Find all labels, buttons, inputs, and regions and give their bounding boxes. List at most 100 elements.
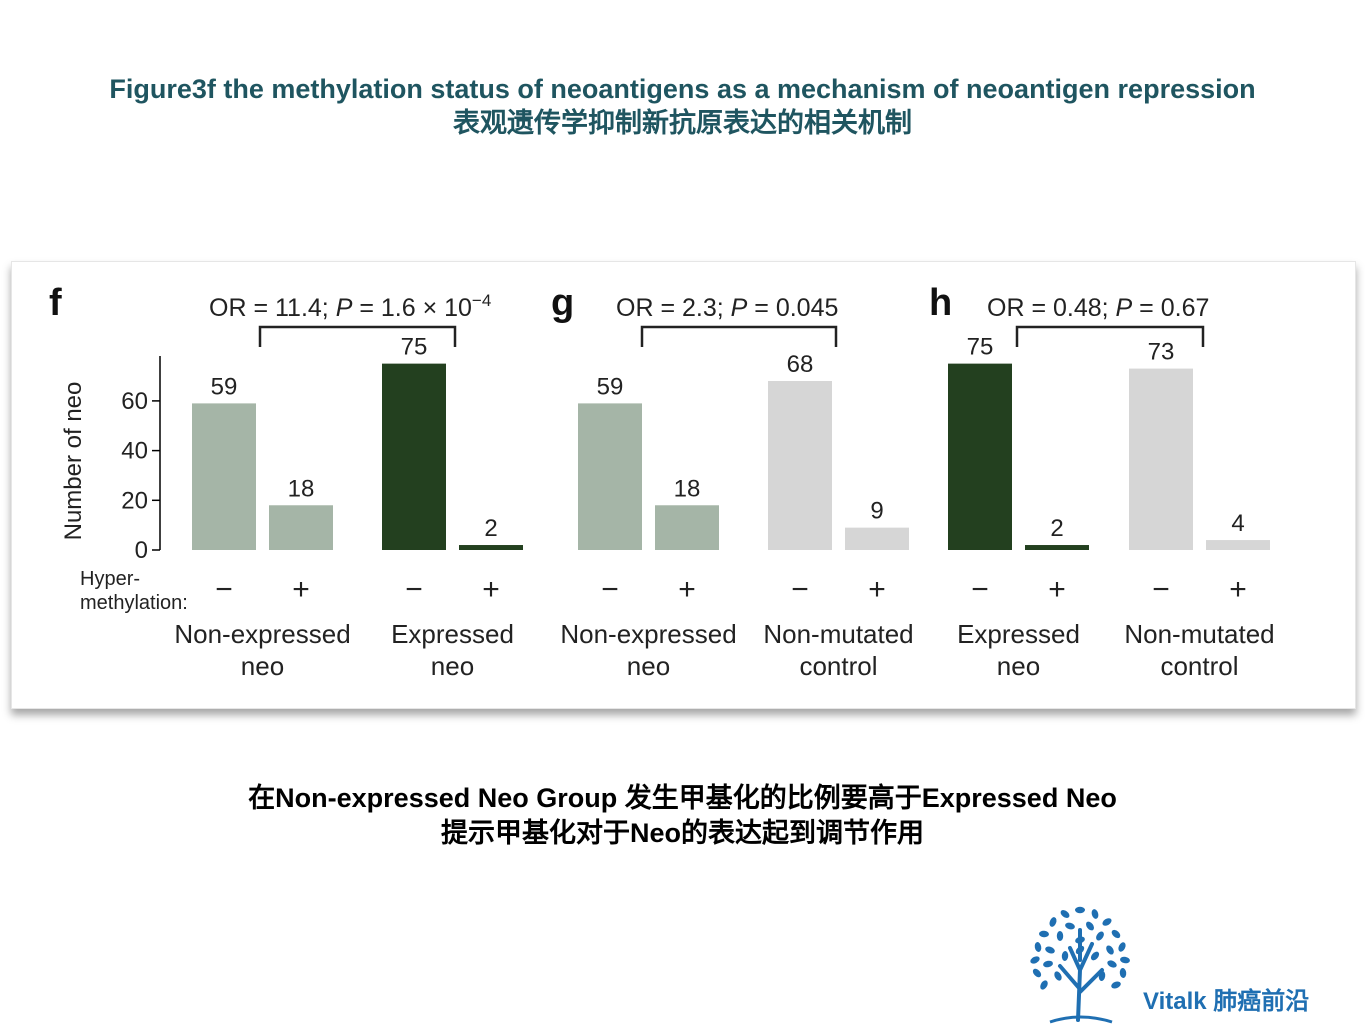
y-tick-label: 0 — [135, 537, 148, 564]
panel-letter-h: h — [929, 282, 952, 324]
tree-ground — [1049, 1015, 1113, 1024]
leaf — [1040, 980, 1048, 990]
group-label-line2: control — [799, 651, 877, 681]
leaf — [1111, 929, 1121, 939]
stat-text-part: OR = 11.4; — [209, 294, 336, 322]
bar-value-label: 75 — [967, 334, 994, 361]
bar — [1206, 540, 1270, 550]
bar — [655, 505, 719, 550]
methylation-sign: + — [482, 573, 500, 606]
bar — [1025, 545, 1089, 550]
bar-value-label: 9 — [870, 498, 883, 525]
bar-value-label: 75 — [401, 334, 428, 361]
bar-value-label: 18 — [288, 475, 315, 502]
leaf — [1091, 909, 1099, 919]
leaf — [1030, 956, 1040, 964]
group-label-line2: neo — [627, 651, 670, 681]
leaf — [1061, 951, 1069, 961]
group-label-line2: neo — [241, 651, 284, 681]
bar-value-label: 68 — [787, 351, 814, 378]
methylation-sign: + — [678, 573, 696, 606]
group-label-line1: Non-expressed — [174, 619, 350, 649]
stat-text-part: OR = 0.48; — [987, 294, 1116, 322]
bar-value-label: 59 — [211, 373, 238, 400]
leaf — [1086, 921, 1094, 931]
leaf — [1032, 968, 1042, 978]
leaf — [1043, 960, 1053, 968]
methylation-sign: − — [791, 573, 809, 606]
stat-text-part: OR = 2.3; — [616, 294, 731, 322]
leaf — [1107, 960, 1117, 968]
stat-exponent: −4 — [472, 291, 491, 310]
stat-text-part: = 1.6 × 10 — [352, 294, 472, 322]
group-label-line1: Expressed — [957, 619, 1080, 649]
bar — [948, 363, 1012, 550]
row-label-line: Hyper- — [80, 568, 140, 590]
leaf — [1119, 968, 1127, 978]
leaf — [1075, 936, 1085, 944]
row-label-line: methylation: — [80, 592, 188, 614]
stat-text-part: P — [731, 294, 748, 322]
group-label-line1: Non-mutated — [763, 619, 913, 649]
figure-subtitle-zh: 表观遗传学抑制新抗原表达的相关机制 — [453, 108, 912, 138]
caption-line-2: 提示甲基化对于Neo的表达起到调节作用 — [440, 818, 924, 848]
y-tick-label: 60 — [121, 388, 148, 415]
leaf — [1039, 930, 1049, 938]
odds-ratio-label: OR = 0.48; P = 0.67 — [987, 294, 1209, 322]
group-label-line1: Non-mutated — [1124, 619, 1274, 649]
stat-text-part: P — [336, 294, 353, 322]
leaf — [1065, 922, 1075, 930]
leaf — [1120, 956, 1130, 964]
logo-text: Vitalk 肺癌前沿 — [1143, 988, 1310, 1015]
bar-value-label: 4 — [1231, 510, 1244, 537]
leaf — [1098, 971, 1106, 981]
leaf — [1056, 931, 1064, 941]
figure-title: Figure3f the methylation status of neoan… — [109, 74, 1256, 104]
odds-ratio-label: OR = 2.3; P = 0.045 — [616, 294, 838, 322]
significance-bracket — [640, 325, 838, 347]
methylation-sign: − — [405, 573, 423, 606]
stat-text-part: P — [1116, 294, 1133, 322]
y-tick-label: 20 — [121, 487, 148, 514]
methylation-sign: − — [1152, 573, 1170, 606]
significance-bracket — [258, 325, 457, 347]
stat-text-part: = 0.67 — [1132, 294, 1209, 322]
methylation-sign: + — [1229, 573, 1247, 606]
leaf — [1111, 981, 1121, 989]
bar-value-label: 2 — [1050, 515, 1063, 542]
bar — [459, 545, 523, 550]
group-label-line2: control — [1160, 651, 1238, 681]
leaf — [1096, 931, 1104, 941]
odds-ratio-label: OR = 11.4; P = 1.6 × 10−4 — [209, 291, 491, 322]
leaf — [1102, 918, 1112, 926]
bar — [1129, 368, 1193, 550]
leaf — [1054, 971, 1062, 981]
methylation-sign: − — [601, 573, 619, 606]
bar-chart: 0 20 40 60 Number of neo Hyper-methylation: f O… — [49, 282, 1275, 681]
leaf — [1075, 945, 1085, 955]
bar — [845, 527, 909, 550]
leaf — [1106, 945, 1114, 955]
bar — [269, 505, 333, 550]
bar-value-label: 73 — [1148, 339, 1175, 366]
caption-line-1: 在Non-expressed Neo Group 发生甲基化的比例要高于Expr… — [248, 783, 1117, 813]
bar — [768, 381, 832, 550]
stat-text-part: = 0.045 — [747, 294, 838, 322]
bar — [192, 403, 256, 550]
y-axis-label: Number of neo — [60, 382, 87, 541]
methylation-sign: − — [971, 573, 989, 606]
leaf — [1075, 906, 1085, 914]
bar-value-label: 18 — [674, 475, 701, 502]
bar-value-label: 2 — [484, 515, 497, 542]
panel-letter-f: f — [49, 282, 62, 324]
bar — [382, 363, 446, 550]
leaf — [1090, 951, 1100, 961]
leaf — [1049, 917, 1057, 927]
tree-icon — [1030, 906, 1130, 1024]
tree-trunk — [1058, 928, 1104, 1022]
significance-bracket — [1015, 325, 1205, 347]
leaf — [1045, 946, 1055, 954]
group-label-line2: neo — [431, 651, 474, 681]
group-label-line2: neo — [997, 651, 1040, 681]
leaf — [1034, 942, 1042, 952]
